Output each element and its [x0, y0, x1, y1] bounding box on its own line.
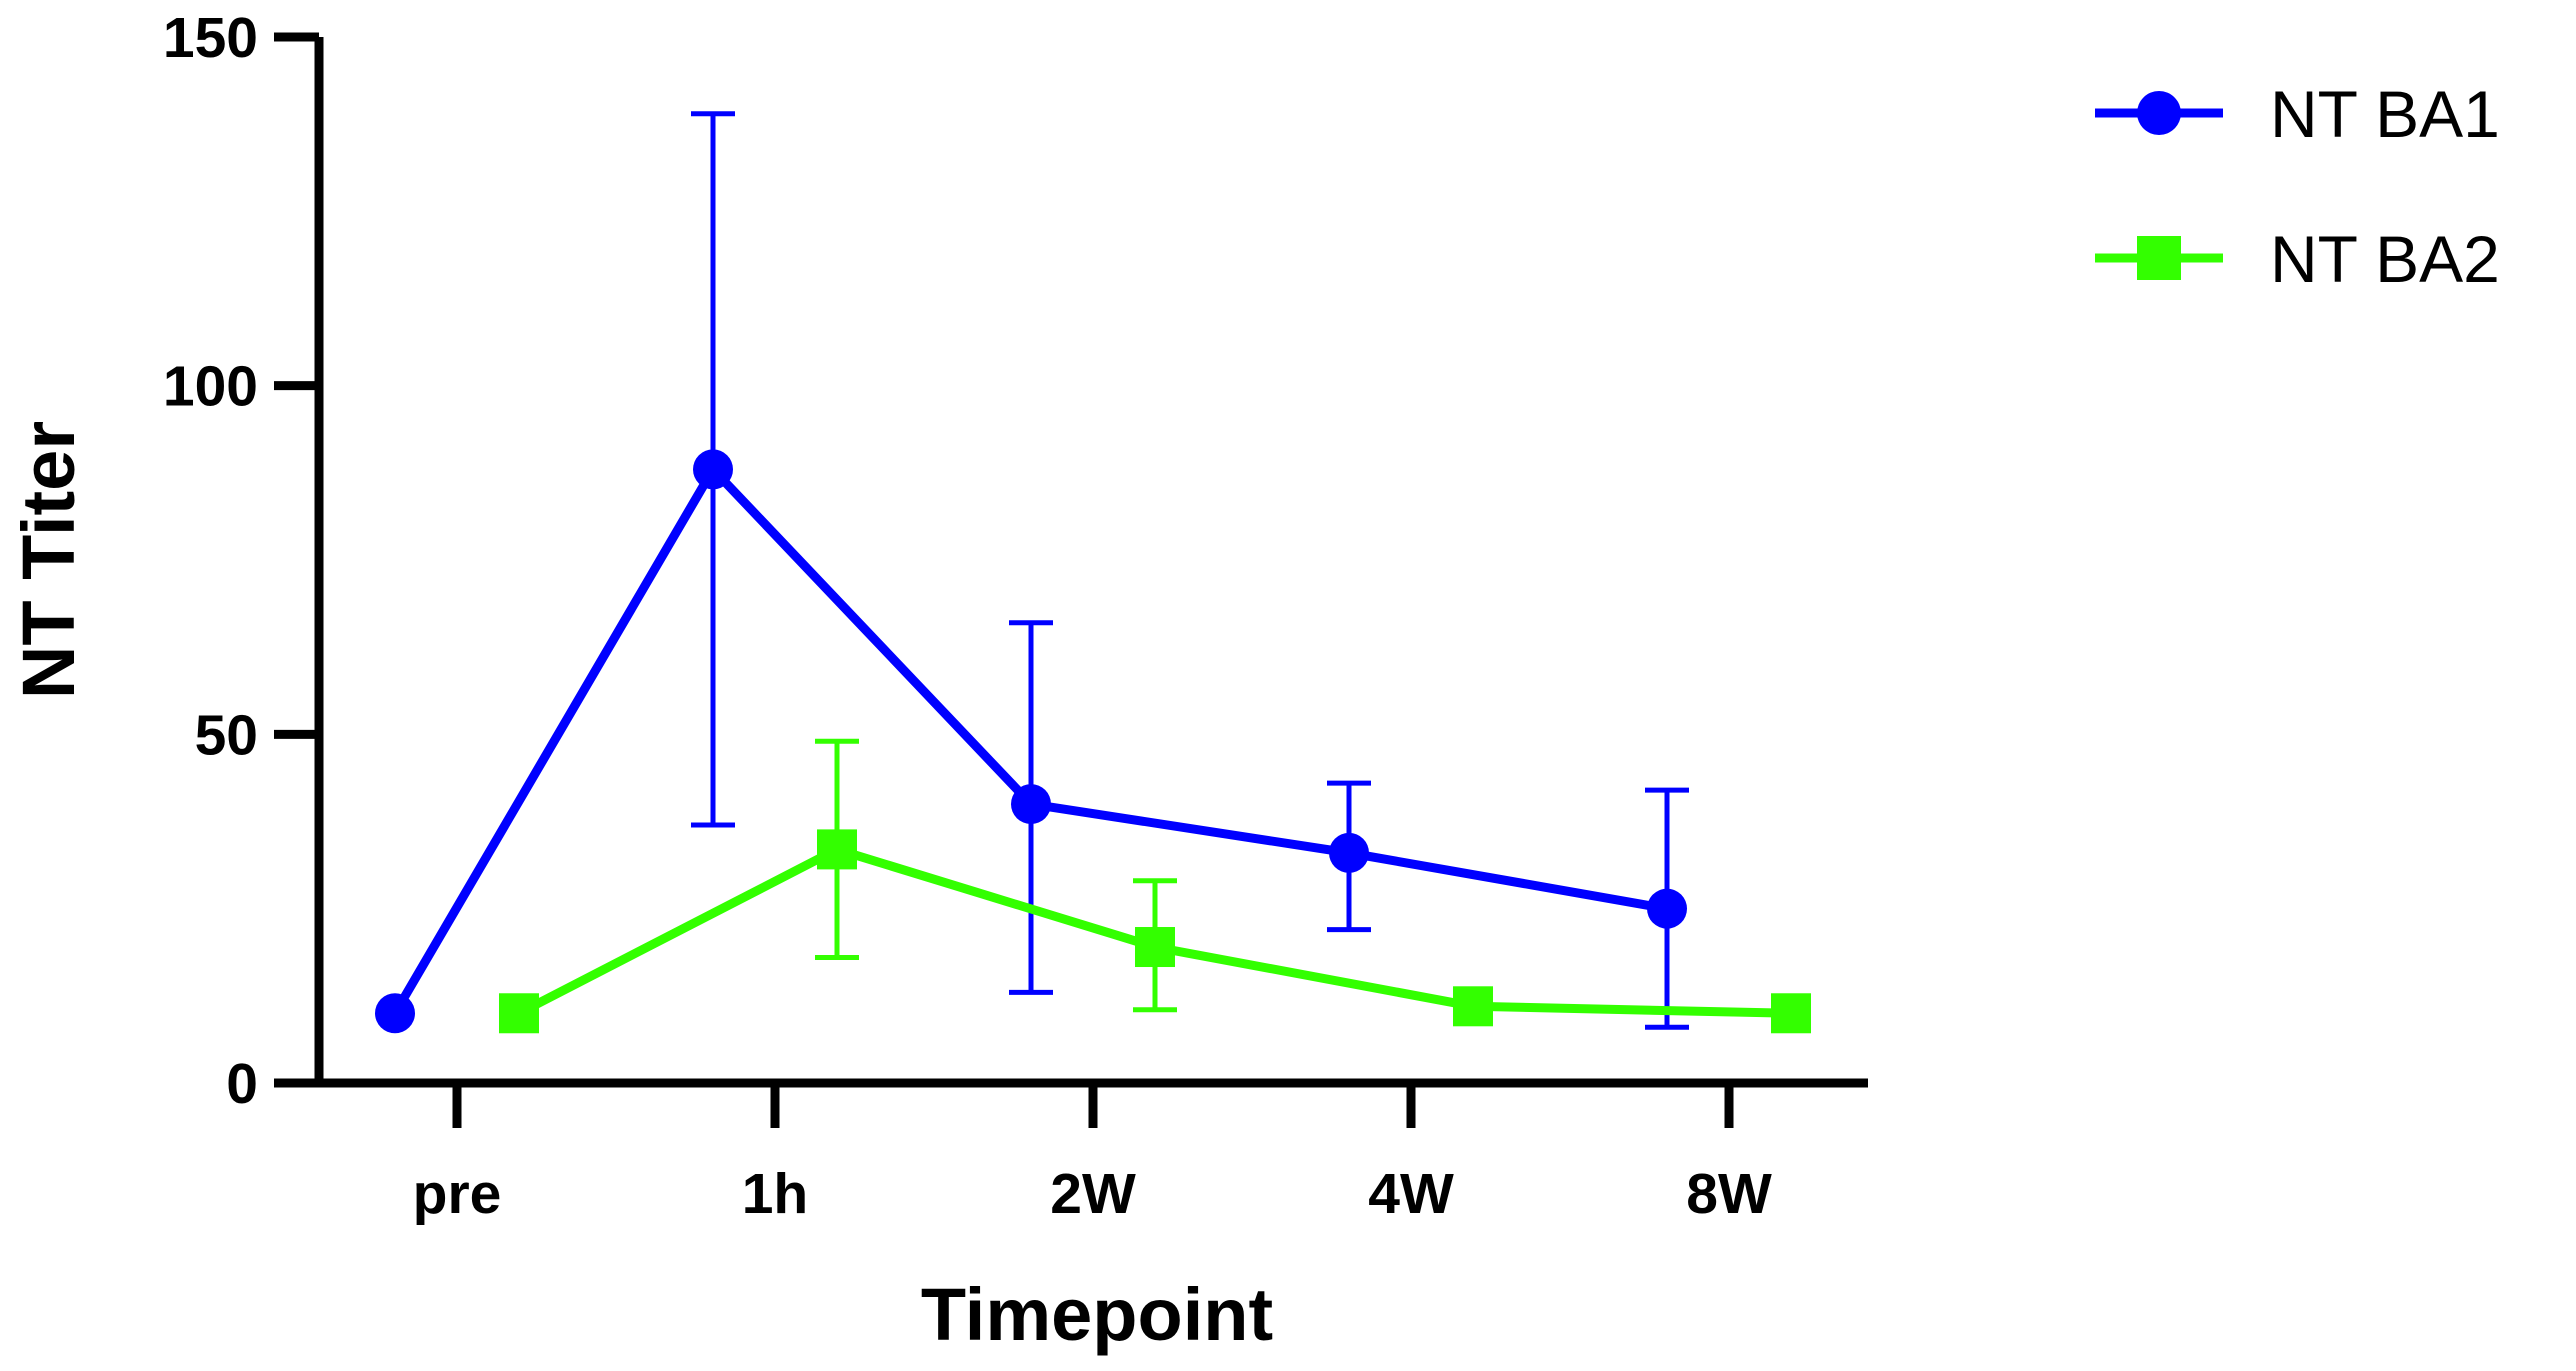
- series-markers: [375, 449, 1811, 1034]
- data-point-nt-ba1-1h: [693, 449, 733, 490]
- x-axis-title: Timepoint: [921, 1273, 1273, 1356]
- legend-marker-nt-ba2: [2137, 236, 2181, 280]
- data-point-nt-ba1-4W: [1329, 832, 1369, 873]
- legend-item-nt-ba2: NT BA2: [2095, 222, 2500, 296]
- x-tick-label-2W: 2W: [1050, 1162, 1136, 1226]
- legend-marker-nt-ba1: [2137, 91, 2181, 135]
- y-tick-label-100: 100: [163, 355, 258, 419]
- y-tick-label-0: 0: [226, 1052, 258, 1116]
- x-tick-label-pre: pre: [413, 1162, 502, 1226]
- legend-label-nt-ba1: NT BA1: [2270, 77, 2500, 151]
- x-tick-label-4W: 4W: [1368, 1162, 1454, 1226]
- y-axis-title: NT Titer: [7, 421, 90, 699]
- legend-item-nt-ba1: NT BA1: [2095, 77, 2500, 151]
- series-lines: [391, 464, 1792, 1018]
- x-tick-label-1h: 1h: [742, 1162, 809, 1226]
- legend: NT BA1 NT BA2: [2095, 77, 2500, 296]
- data-point-nt-ba1-2W: [1011, 784, 1051, 825]
- y-tick-label-50: 50: [195, 703, 258, 767]
- data-point-nt-ba2-pre: [499, 993, 539, 1034]
- data-point-nt-ba2-8W: [1771, 993, 1811, 1034]
- y-axis-ticks: 0 50 100 150: [163, 6, 319, 1116]
- x-tick-label-8W: 8W: [1686, 1162, 1772, 1226]
- legend-label-nt-ba2: NT BA2: [2270, 222, 2500, 296]
- data-point-nt-ba2-1h: [817, 829, 857, 870]
- x-axis-ticks: pre 1h 2W 4W 8W: [413, 1083, 1772, 1226]
- data-point-nt-ba1-pre: [375, 993, 415, 1034]
- data-point-nt-ba2-2W: [1135, 927, 1175, 968]
- data-point-nt-ba2-4W: [1453, 986, 1493, 1027]
- y-tick-label-150: 150: [163, 6, 258, 70]
- data-point-nt-ba1-8W: [1647, 888, 1687, 929]
